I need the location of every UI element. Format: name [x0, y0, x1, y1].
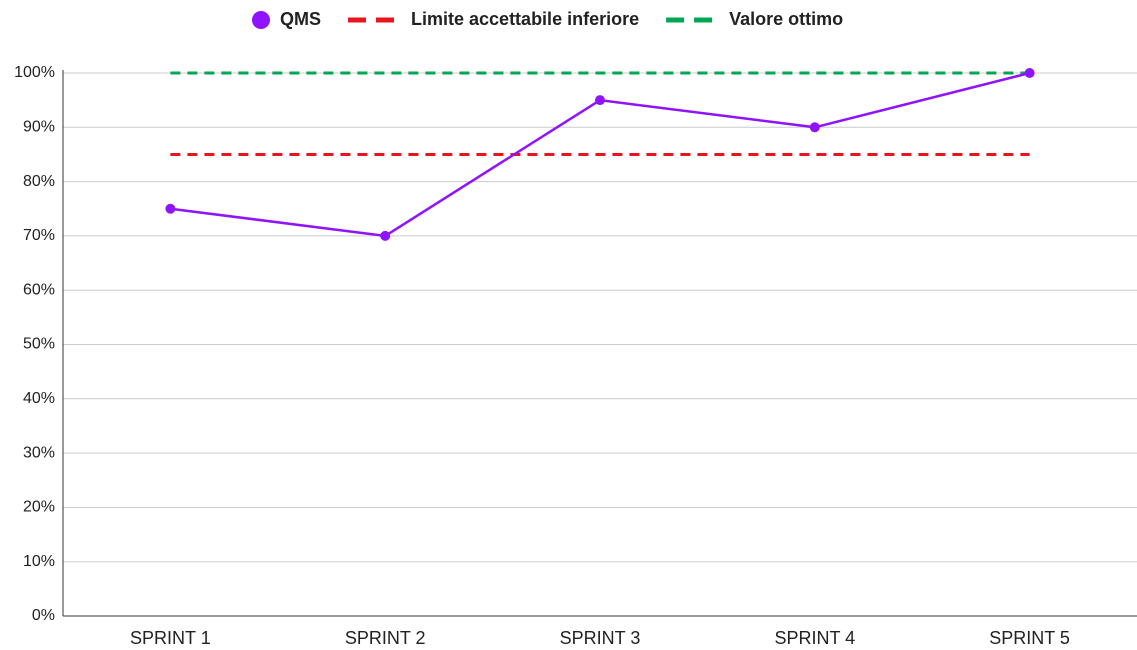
y-tick-label: 60%	[23, 281, 55, 298]
legend-label: Limite accettabile inferiore	[411, 9, 639, 29]
x-tick-label: SPRINT 3	[560, 628, 641, 648]
x-tick-label: SPRINT 4	[774, 628, 855, 648]
y-tick-label: 0%	[32, 607, 55, 624]
y-tick-label: 20%	[23, 499, 55, 516]
y-tick-label: 80%	[23, 173, 55, 190]
legend-swatch	[252, 11, 270, 29]
point	[595, 95, 605, 106]
x-tick-label: SPRINT 5	[989, 628, 1070, 648]
y-tick-label: 40%	[23, 390, 55, 407]
legend-label: QMS	[280, 9, 321, 29]
x-tick-label: SPRINT 1	[130, 628, 211, 648]
y-tick-label: 30%	[23, 444, 55, 461]
y-tick-label: 100%	[14, 64, 55, 81]
point	[165, 203, 176, 214]
legend-label: Valore ottimo	[729, 9, 843, 29]
y-tick-label: 70%	[23, 227, 55, 244]
point	[380, 230, 391, 241]
x-tick-label: SPRINT 2	[345, 628, 426, 648]
y-tick-label: 10%	[23, 553, 55, 570]
y-tick-label: 90%	[23, 119, 55, 136]
point	[1024, 68, 1035, 78]
point	[809, 122, 820, 133]
y-tick-label: 50%	[23, 336, 55, 353]
